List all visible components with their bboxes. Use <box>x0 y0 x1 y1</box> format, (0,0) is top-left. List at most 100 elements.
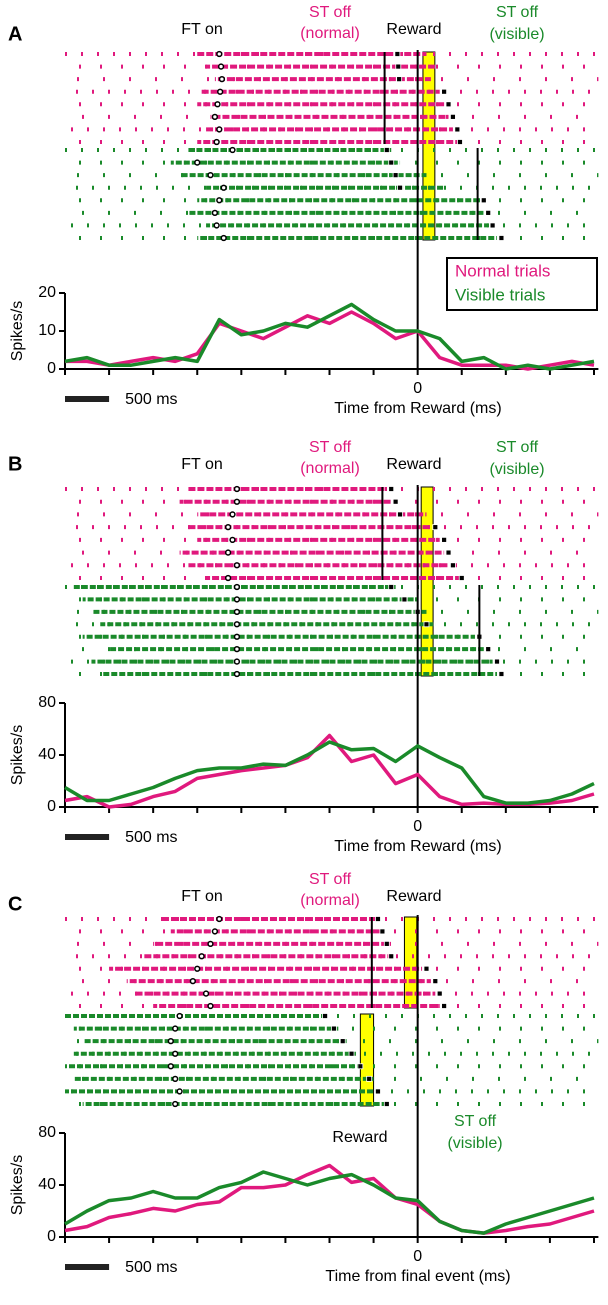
ft-on-marker <box>216 126 223 133</box>
x-tick-label: 0 <box>413 1248 422 1265</box>
y-axis-label: Spikes/s <box>9 301 26 361</box>
y-axis-label: Spikes/s <box>9 725 26 785</box>
ft-on-marker <box>216 915 223 923</box>
st-off-marker <box>396 76 403 83</box>
ft-on-marker <box>233 645 241 653</box>
st-off-marker <box>450 113 456 120</box>
y-tick-label: 0 <box>47 360 56 377</box>
annotation: ST off <box>496 4 539 21</box>
ft-on-marker <box>211 928 219 935</box>
annotation: ST off <box>496 439 539 456</box>
ft-on-marker <box>233 621 241 628</box>
annotation: Reward <box>386 888 441 905</box>
x-axis-label: Time from final event (ms) <box>325 1268 510 1285</box>
ft-on-marker <box>220 184 227 191</box>
st-off-marker <box>441 88 448 95</box>
ft-on-marker <box>194 965 201 972</box>
annotation: (normal) <box>300 25 360 42</box>
st-off-marker <box>480 197 487 204</box>
st-off-marker <box>366 1075 373 1082</box>
ft-on-marker <box>172 1025 179 1032</box>
x-tick-label: 0 <box>413 380 422 397</box>
st-off-marker <box>383 147 390 153</box>
ft-on-marker <box>233 583 241 591</box>
panel-letter: B <box>8 453 22 475</box>
ft-on-marker <box>217 88 224 95</box>
ft-on-marker <box>198 953 205 960</box>
legend-box <box>446 257 598 311</box>
ft-on-marker <box>207 171 214 179</box>
y-tick-label: 20 <box>38 284 56 301</box>
ft-on-marker <box>229 511 236 518</box>
st-off-marker <box>394 51 401 57</box>
ft-on-marker <box>224 574 232 582</box>
x-axis-label: Time from Reward (ms) <box>334 838 501 855</box>
annotation: (visible) <box>489 26 544 43</box>
ft-on-marker <box>211 209 219 217</box>
ft-on-marker <box>233 485 241 493</box>
st-off-marker <box>383 940 390 947</box>
ft-on-marker <box>202 990 210 997</box>
scale-bar <box>65 1264 110 1270</box>
st-off-marker <box>388 584 395 590</box>
ft-on-marker <box>172 1075 179 1083</box>
ft-on-marker <box>207 1002 214 1010</box>
st-off-marker <box>388 953 395 960</box>
st-off-marker <box>445 549 452 556</box>
st-off-marker <box>397 511 403 518</box>
st-off-marker <box>485 646 492 653</box>
annotation: (visible) <box>447 1135 502 1152</box>
st-off-marker <box>383 1101 390 1107</box>
st-off-marker <box>331 1025 337 1032</box>
st-off-marker <box>458 575 465 581</box>
x-axis-label: Time from Reward (ms) <box>334 400 501 417</box>
y-tick-label: 40 <box>38 1176 56 1193</box>
panel-letter: A <box>8 23 22 45</box>
annotation: (visible) <box>489 461 544 478</box>
scale-bar-label: 500 ms <box>125 391 177 408</box>
st-off-marker <box>457 139 463 145</box>
st-off-marker <box>441 536 448 543</box>
annotation: FT on <box>181 21 223 38</box>
st-off-marker <box>423 621 430 628</box>
st-off-marker <box>450 562 456 569</box>
psth-line <box>64 1163 595 1235</box>
y-tick-label: 80 <box>38 694 56 711</box>
psth-line <box>64 740 595 805</box>
psth-line <box>64 733 595 809</box>
ft-on-marker <box>176 1012 183 1020</box>
ft-on-marker <box>211 113 219 121</box>
annotation: Reward <box>332 1129 387 1146</box>
y-tick-label: 0 <box>47 1228 56 1245</box>
legend-entry: Visible trials <box>455 285 545 304</box>
annotation: ST off <box>309 439 352 456</box>
scale-bar <box>65 396 110 402</box>
psth-line <box>64 302 595 371</box>
y-tick-label: 40 <box>38 746 56 763</box>
st-off-marker <box>489 222 496 229</box>
st-off-marker <box>348 1050 355 1057</box>
ft-on-marker <box>213 138 220 146</box>
legend-entry: Normal trials <box>455 261 550 280</box>
ft-on-marker <box>224 523 232 531</box>
annotation: (normal) <box>300 892 360 909</box>
st-off-marker <box>454 126 461 133</box>
ft-on-marker <box>220 234 227 242</box>
annotation: ST off <box>454 1113 497 1130</box>
ft-on-marker <box>194 159 201 166</box>
x-tick-label: 0 <box>413 818 422 835</box>
ft-on-marker <box>229 146 236 154</box>
st-off-marker <box>357 1063 364 1070</box>
st-off-marker <box>322 1013 328 1019</box>
ft-on-marker <box>233 658 241 665</box>
st-off-marker <box>401 596 408 603</box>
annotation: FT on <box>181 888 223 905</box>
ft-on-marker <box>233 670 241 678</box>
ft-on-marker <box>207 940 214 948</box>
st-off-marker <box>445 101 452 108</box>
scale-bar-label: 500 ms <box>125 829 177 846</box>
annotation: (normal) <box>300 460 360 477</box>
st-off-marker <box>375 916 381 922</box>
